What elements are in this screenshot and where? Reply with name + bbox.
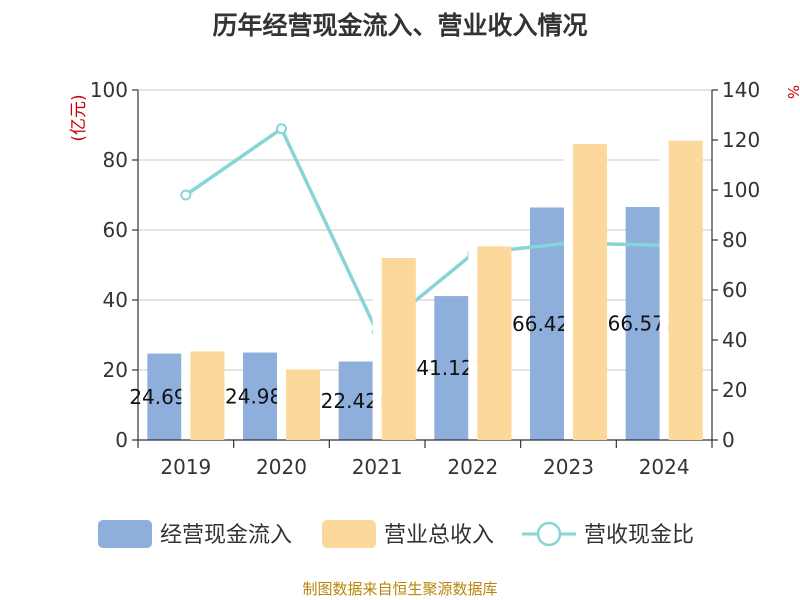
x-tick-label: 2021	[352, 455, 403, 479]
legend-label-cash-inflow: 经营现金流入	[160, 523, 292, 548]
legend-label-revenue: 营业总收入	[384, 523, 494, 548]
bar-gap	[372, 258, 382, 439]
y-right-tick-label: 0	[722, 428, 735, 452]
source-note: 制图数据来自恒生聚源数据库	[302, 580, 498, 598]
x-tick-label: 2023	[543, 455, 594, 479]
bar-revenue	[190, 351, 225, 440]
x-tick-label: 2024	[639, 455, 690, 479]
y-left-tick-label: 0	[115, 428, 128, 452]
bar-gap	[181, 351, 191, 439]
y-right-tick-label: 60	[722, 278, 747, 302]
y-right-tick-label: 80	[722, 228, 747, 252]
y-left-tick-label: 40	[103, 288, 128, 312]
legend[interactable]: 经营现金流入 营业总收入 营收现金比	[98, 520, 694, 548]
bar-revenue	[381, 258, 416, 440]
x-tick-label: 2020	[256, 455, 307, 479]
y-right-tick-label: 100	[722, 178, 760, 202]
bar-gap	[564, 144, 573, 439]
y-right-tick-label: 140	[722, 78, 760, 102]
y-left-tick-label: 60	[103, 218, 128, 242]
ratio-point	[180, 189, 192, 201]
y-right-axis-label: %	[784, 85, 800, 99]
axes: 0 20 40 60 80 100 0 20 40 60 80 100 120 140 2019 2020 20…	[69, 78, 800, 479]
ratio-point	[276, 123, 287, 135]
bar-cash-inflow	[338, 361, 373, 440]
bar-gap	[659, 140, 669, 439]
bar-cash-inflow	[147, 353, 182, 440]
bar-revenue	[477, 246, 512, 440]
bar-revenue	[573, 144, 607, 440]
chart-title: 历年经营现金流入、营业收入情况	[212, 11, 588, 40]
bar-gap	[468, 246, 478, 439]
y-left-axis-label: (亿元)	[69, 94, 89, 141]
bar-revenue	[668, 140, 703, 440]
legend-swatch-cash-inflow	[98, 520, 152, 548]
legend-swatch-ratio-marker	[536, 521, 562, 547]
y-left-tick-label: 100	[90, 78, 128, 102]
x-tick-label: 2019	[160, 455, 211, 479]
bar-gap	[277, 352, 286, 439]
x-tick-label: 2022	[447, 455, 498, 479]
y-right-tick-label: 120	[722, 128, 760, 152]
legend-swatch-revenue	[322, 520, 376, 548]
bar-cash-inflow	[243, 352, 277, 440]
bar-revenue	[286, 369, 320, 440]
y-right-tick-label: 40	[722, 328, 747, 352]
legend-label-ratio: 营收现金比	[584, 523, 694, 548]
y-right-tick-label: 20	[722, 378, 747, 402]
bar-cash-inflow	[434, 296, 469, 440]
y-left-tick-label: 80	[103, 148, 128, 172]
y-left-tick-label: 20	[103, 358, 128, 382]
